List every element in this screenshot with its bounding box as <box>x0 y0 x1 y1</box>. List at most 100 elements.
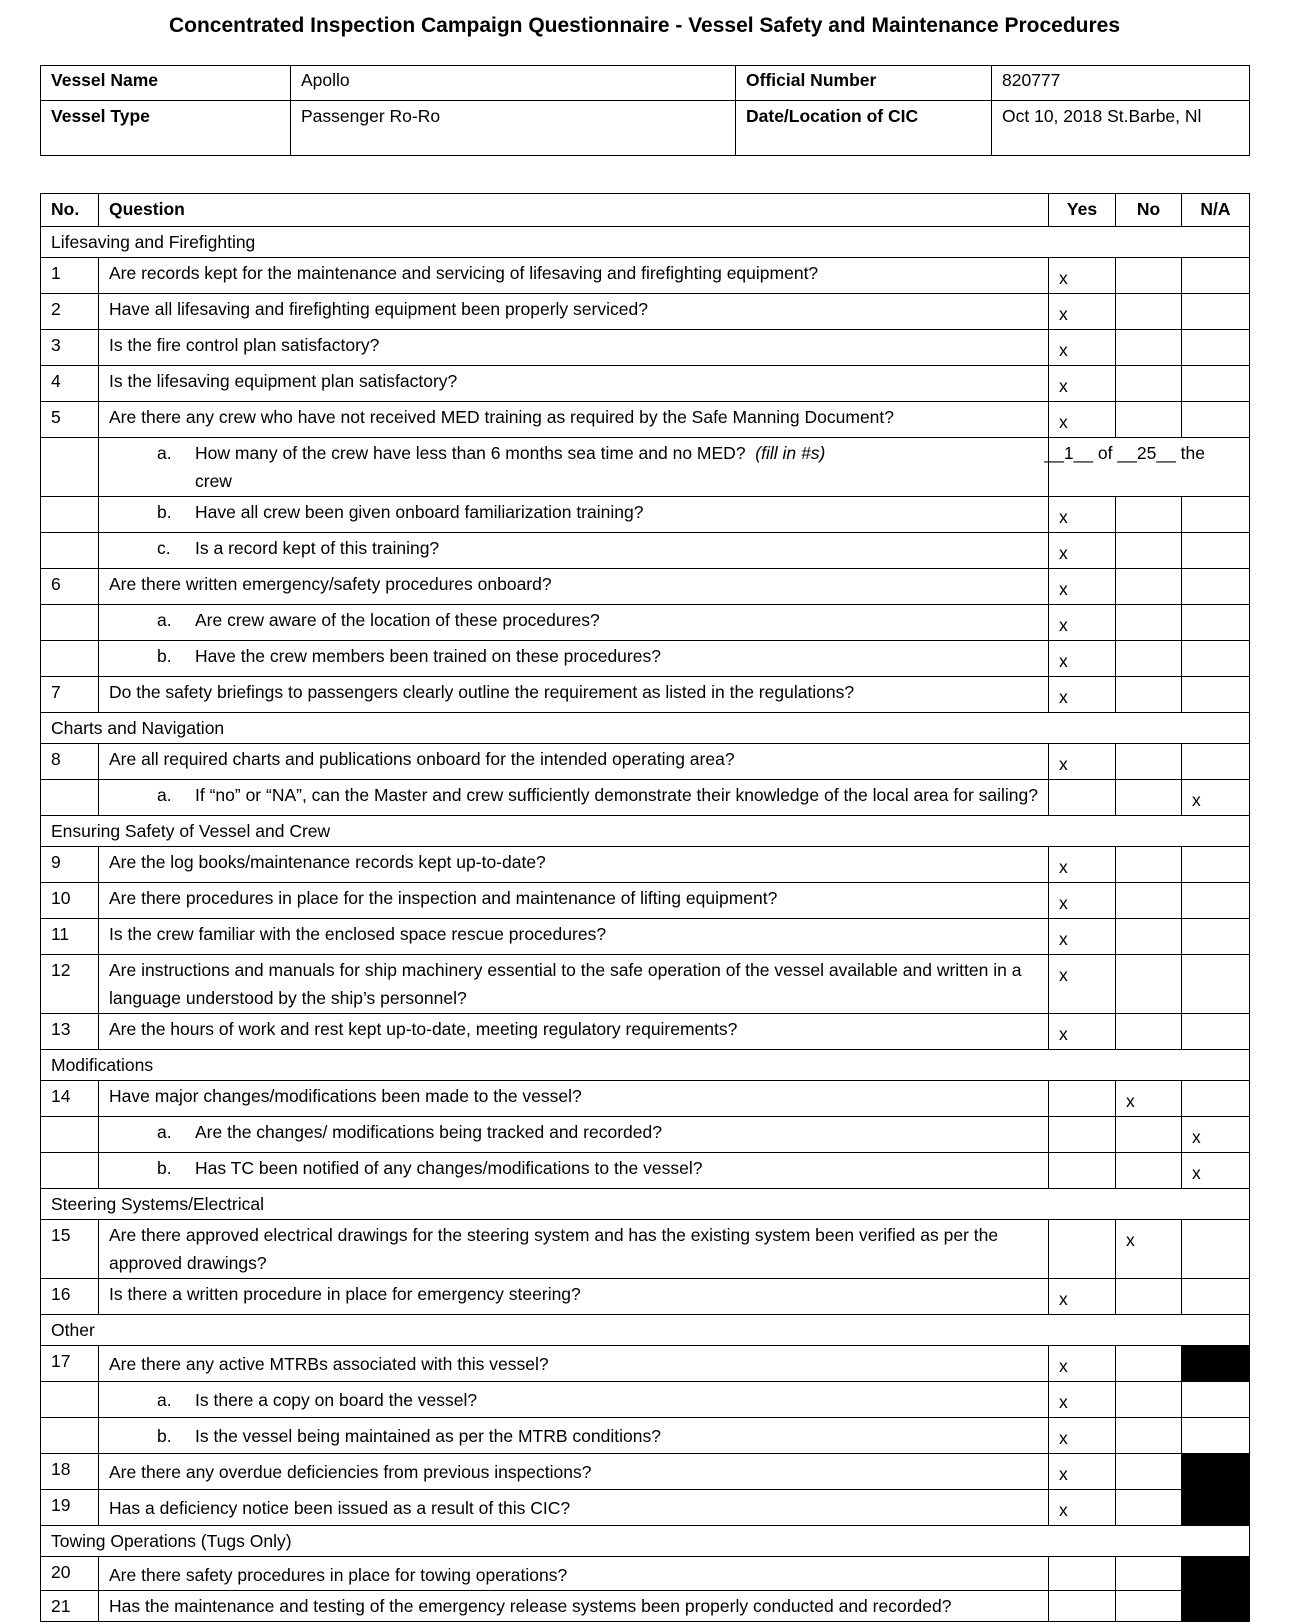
question-text: a. Are crew aware of the location of thes… <box>98 604 1049 641</box>
answer-yes-cell[interactable]: x <box>1048 1489 1116 1526</box>
answer-na-cell[interactable] <box>1181 1013 1250 1050</box>
answer-na-cell[interactable] <box>1181 401 1250 438</box>
answer-no-cell[interactable] <box>1115 496 1182 533</box>
answer-yes-cell[interactable]: x <box>1048 1381 1116 1418</box>
vessel-name-value: Apollo <box>290 65 736 101</box>
answer-yes-cell[interactable]: x <box>1048 365 1116 402</box>
answer-na-cell[interactable] <box>1181 532 1250 569</box>
sub-question: c. Is a record kept of this training? <box>109 534 1038 562</box>
answer-yes-cell[interactable]: x <box>1048 1453 1116 1490</box>
answer-na-cell[interactable] <box>1181 1381 1250 1418</box>
answer-yes-cell[interactable]: x <box>1048 1013 1116 1050</box>
answer-yes-cell[interactable] <box>1048 1219 1116 1279</box>
answer-no-cell[interactable] <box>1115 1556 1182 1591</box>
question-text: Is there a written procedure in place fo… <box>98 1278 1049 1315</box>
answer-no-cell[interactable] <box>1115 568 1182 605</box>
answer-yes-cell[interactable]: x <box>1048 496 1116 533</box>
answer-no-cell[interactable] <box>1115 1489 1182 1526</box>
answer-no-cell[interactable] <box>1115 779 1182 816</box>
answer-no-cell[interactable] <box>1115 1013 1182 1050</box>
answer-yes-cell[interactable]: x <box>1048 293 1116 330</box>
answer-yes-cell[interactable]: x <box>1048 401 1116 438</box>
answer-no-cell[interactable] <box>1115 918 1182 955</box>
answer-na-cell[interactable] <box>1181 1417 1250 1454</box>
answer-na-cell[interactable] <box>1181 496 1250 533</box>
answer-no-cell[interactable] <box>1115 743 1182 780</box>
answer-na-cell[interactable] <box>1181 604 1250 641</box>
answer-yes-cell[interactable]: x <box>1048 1278 1116 1315</box>
question-number: 1 <box>40 257 99 294</box>
answer-na-cell[interactable] <box>1181 918 1250 955</box>
answer-yes-cell[interactable]: x <box>1048 846 1116 883</box>
answer-no-cell[interactable] <box>1115 640 1182 677</box>
answer-na-cell[interactable] <box>1181 676 1250 713</box>
answer-na-cell[interactable] <box>1181 293 1250 330</box>
date-location-value: Oct 10, 2018 St.Barbe, Nl <box>991 100 1250 156</box>
answer-yes-cell[interactable]: x <box>1048 640 1116 677</box>
answer-no-cell[interactable] <box>1115 329 1182 366</box>
answer-yes-cell[interactable] <box>1048 1080 1116 1117</box>
answer-na-cell[interactable]: x <box>1181 779 1250 816</box>
question-row: a. Are crew aware of the location of thes… <box>40 604 1250 641</box>
question-number <box>40 1381 99 1418</box>
answer-yes-cell[interactable]: x <box>1048 604 1116 641</box>
answer-na-cell[interactable] <box>1181 640 1250 677</box>
sub-question-label: Are the changes/ modifications being tra… <box>195 1122 662 1142</box>
answer-yes-cell[interactable]: x <box>1048 918 1116 955</box>
question-row: 9 Are the log books/maintenance records k… <box>40 846 1250 883</box>
answer-no-cell[interactable] <box>1115 1381 1182 1418</box>
answer-no-cell[interactable] <box>1115 1152 1182 1189</box>
answer-no-cell[interactable] <box>1115 293 1182 330</box>
answer-no-cell[interactable] <box>1115 1345 1182 1382</box>
answer-na-cell[interactable]: x <box>1181 1116 1250 1153</box>
answer-yes-cell[interactable]: x <box>1048 532 1116 569</box>
answer-no-cell[interactable] <box>1115 954 1182 1014</box>
answer-na-cell[interactable] <box>1181 1278 1250 1315</box>
answer-no-cell[interactable] <box>1115 882 1182 919</box>
answer-no-cell[interactable] <box>1115 1278 1182 1315</box>
answer-na-cell[interactable] <box>1181 568 1250 605</box>
answer-yes-cell[interactable] <box>1048 1590 1116 1622</box>
section-row: Lifesaving and Firefighting <box>40 226 1250 258</box>
answer-na-cell[interactable] <box>1181 257 1250 294</box>
answer-no-cell[interactable] <box>1115 604 1182 641</box>
answer-na-cell[interactable] <box>1181 954 1250 1014</box>
answer-yes-cell[interactable]: x <box>1048 257 1116 294</box>
answer-yes-cell[interactable]: x <box>1048 568 1116 605</box>
answer-yes-cell[interactable]: x <box>1048 329 1116 366</box>
answer-na-cell[interactable] <box>1181 329 1250 366</box>
question-text: Are there any active MTRBs associated wi… <box>98 1345 1049 1382</box>
answer-yes-cell[interactable]: x <box>1048 676 1116 713</box>
answer-no-cell[interactable] <box>1115 1417 1182 1454</box>
answer-yes-cell[interactable] <box>1048 1556 1116 1591</box>
sub-question-letter: a. <box>157 443 172 463</box>
answer-no-cell[interactable] <box>1115 257 1182 294</box>
answer-yes-cell[interactable] <box>1048 779 1116 816</box>
answer-na-cell[interactable] <box>1181 365 1250 402</box>
answer-yes-cell[interactable]: x <box>1048 743 1116 780</box>
answer-na-cell[interactable] <box>1181 846 1250 883</box>
answer-no-cell[interactable] <box>1115 1453 1182 1490</box>
question-text: b. Have all crew been given onboard famil… <box>98 496 1049 533</box>
answer-no-cell[interactable] <box>1115 365 1182 402</box>
answer-yes-cell[interactable]: x <box>1048 882 1116 919</box>
answer-no-cell[interactable]: x <box>1115 1219 1182 1279</box>
answer-na-cell[interactable] <box>1181 1219 1250 1279</box>
answer-na-cell[interactable]: x <box>1181 1152 1250 1189</box>
answer-no-cell[interactable] <box>1115 676 1182 713</box>
answer-na-cell[interactable] <box>1181 743 1250 780</box>
answer-no-cell[interactable] <box>1115 1116 1182 1153</box>
answer-yes-cell[interactable] <box>1048 1116 1116 1153</box>
answer-no-cell[interactable] <box>1115 846 1182 883</box>
answer-yes-cell[interactable]: x <box>1048 1417 1116 1454</box>
answer-yes-cell[interactable]: x <box>1048 954 1116 1014</box>
question-text: Are the hours of work and rest kept up-t… <box>98 1013 1049 1050</box>
answer-yes-cell[interactable]: x <box>1048 1345 1116 1382</box>
answer-no-cell[interactable] <box>1115 532 1182 569</box>
answer-yes-cell[interactable] <box>1048 1152 1116 1189</box>
answer-no-cell[interactable] <box>1115 1590 1182 1622</box>
answer-na-cell[interactable] <box>1181 882 1250 919</box>
answer-no-cell[interactable] <box>1115 401 1182 438</box>
answer-no-cell[interactable]: x <box>1115 1080 1182 1117</box>
answer-na-cell[interactable] <box>1181 1080 1250 1117</box>
